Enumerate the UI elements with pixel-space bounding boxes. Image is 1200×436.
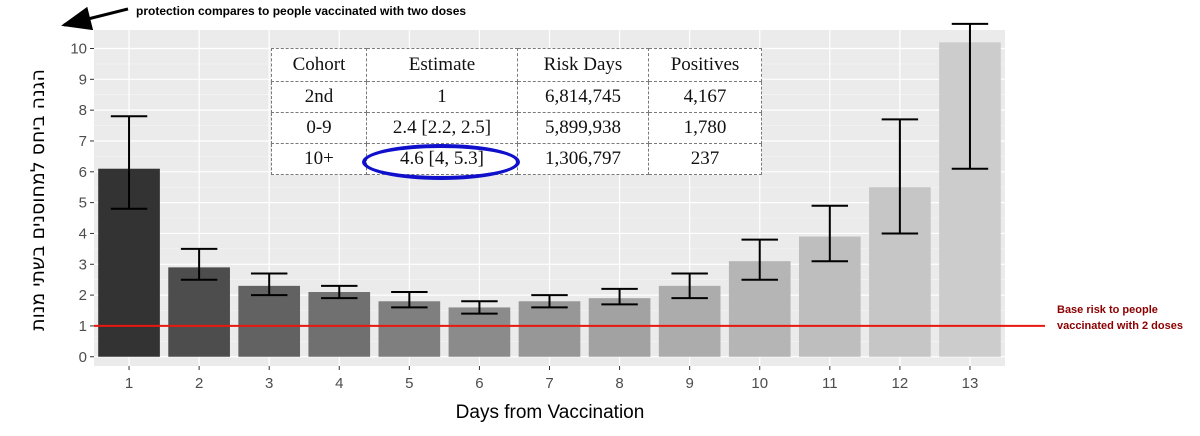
y-tick-label: 1 xyxy=(79,318,87,335)
estimate-table: Cohort Estimate Risk Days Positives 2nd … xyxy=(271,48,762,180)
y-tick-label: 3 xyxy=(79,256,87,273)
table-header-cell: Positives xyxy=(648,48,762,82)
x-tick-label: 8 xyxy=(615,375,623,392)
table-row: 0-9 2.4 [2.2, 2.5] 5,899,938 1,780 xyxy=(271,112,762,144)
x-tick-label: 2 xyxy=(195,375,203,392)
side-note: Base risk to people vaccinated with 2 do… xyxy=(1057,304,1183,332)
x-axis-ticks: 1 2 3 4 5 6 7 8 9 10 11 12 13 xyxy=(125,366,978,392)
y-tick-label: 10 xyxy=(70,40,87,57)
y-tick-label: 5 xyxy=(79,195,87,212)
top-note: protection compares to people vaccinated… xyxy=(136,4,467,18)
bar xyxy=(308,292,371,357)
y-tick-label: 7 xyxy=(79,133,87,150)
table-cell: 5,899,938 xyxy=(517,112,649,144)
table-cell: 0-9 xyxy=(271,112,367,144)
x-tick-label: 6 xyxy=(475,375,483,392)
bar xyxy=(448,307,511,357)
bar xyxy=(168,267,230,357)
table-cell: 4,167 xyxy=(648,81,762,113)
bar xyxy=(588,298,651,357)
bar xyxy=(518,301,581,357)
table-header-row: Cohort Estimate Risk Days Positives xyxy=(271,48,762,82)
y-tick-label: 0 xyxy=(79,349,87,366)
table-header-cell: Risk Days xyxy=(517,48,649,82)
table-row: 10+ 4.6 [4, 5.3] 1,306,797 237 xyxy=(271,143,762,180)
table-cell: 1,306,797 xyxy=(517,143,649,175)
arrow-icon xyxy=(61,6,129,31)
x-tick-label: 9 xyxy=(685,375,693,392)
table-cell: 6,814,745 xyxy=(517,81,649,113)
y-axis-label: הגנה ביחס למחוסנים בשתי מנות xyxy=(27,69,49,331)
x-tick-label: 1 xyxy=(125,375,133,392)
x-tick-label: 7 xyxy=(545,375,553,392)
x-tick-label: 3 xyxy=(265,375,273,392)
highlighted-estimate: 4.6 [4, 5.3] xyxy=(400,148,484,169)
x-tick-label: 13 xyxy=(962,375,979,392)
y-tick-label: 6 xyxy=(79,164,87,181)
table-cell: 237 xyxy=(648,143,762,175)
table-cell: 1 xyxy=(366,81,518,113)
x-tick-label: 11 xyxy=(822,375,838,392)
y-tick-label: 4 xyxy=(79,225,87,242)
y-axis-ticks: 0 1 2 3 4 5 6 7 8 9 10 xyxy=(70,40,94,366)
table-cell: 2.4 [2.2, 2.5] xyxy=(366,112,518,144)
x-tick-label: 12 xyxy=(892,375,909,392)
table-header-cell: Estimate xyxy=(366,48,518,82)
x-tick-label: 4 xyxy=(335,375,343,392)
x-tick-label: 5 xyxy=(405,375,413,392)
bar xyxy=(378,301,441,357)
y-tick-label: 9 xyxy=(79,71,87,88)
table-cell: 1,780 xyxy=(648,112,762,144)
x-tick-label: 10 xyxy=(751,375,768,392)
x-axis-label: Days from Vaccination xyxy=(456,402,645,423)
table-row: 2nd 1 6,814,745 4,167 xyxy=(271,81,762,113)
table-cell: 2nd xyxy=(271,81,367,113)
bar xyxy=(238,285,301,357)
table-cell: 10+ xyxy=(271,143,367,175)
table-header-cell: Cohort xyxy=(271,48,367,82)
table-cell-highlighted: 4.6 [4, 5.3] xyxy=(362,143,520,180)
y-tick-label: 8 xyxy=(79,102,87,119)
error-bars xyxy=(110,22,989,315)
y-tick-label: 2 xyxy=(79,287,87,304)
